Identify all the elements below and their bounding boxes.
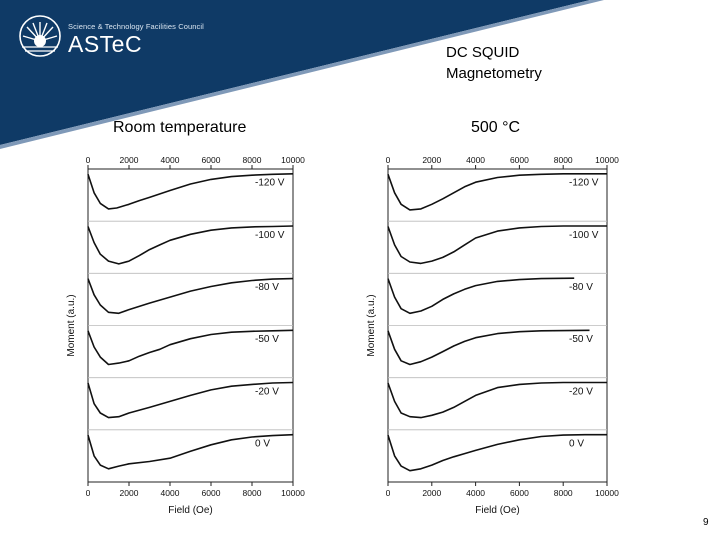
condition-label-room-temperature: Room temperature (113, 119, 247, 136)
x-tick-label-top: 8000 (243, 155, 262, 165)
x-tick-label-top: 4000 (466, 155, 485, 165)
x-tick-label-top: 6000 (202, 155, 221, 165)
x-axis-label: Field (Oe) (475, 505, 519, 516)
slide-title-line-1: DC SQUID (446, 44, 520, 61)
panel-voltage-label: -50 V (569, 334, 593, 345)
x-tick-label-bottom: 0 (386, 488, 391, 498)
panel-voltage-label: -100 V (255, 230, 285, 241)
x-tick-label-bottom: 8000 (243, 488, 262, 498)
x-tick-label-bottom: 6000 (202, 488, 221, 498)
x-tick-label-top: 2000 (422, 155, 441, 165)
series-line (87, 173, 294, 210)
x-tick-label-top: 2000 (120, 155, 139, 165)
series-line (387, 225, 607, 265)
x-tick-label-bottom: 4000 (161, 488, 180, 498)
series-line (87, 225, 294, 265)
brand-wordmark: ASTeC (68, 31, 143, 57)
condition-label-500c: 500 °C (471, 119, 521, 136)
x-tick-label-top: 0 (386, 155, 391, 165)
panel-voltage-label: -20 V (255, 386, 279, 397)
x-tick-label-top: 10000 (281, 155, 305, 165)
stfc-logo-icon (19, 15, 61, 57)
x-tick-label-bottom: 0 (86, 488, 91, 498)
series-line (387, 277, 575, 315)
y-axis-label: Moment (a.u.) (66, 294, 77, 356)
series-line (87, 433, 294, 470)
y-axis-label: Moment (a.u.) (366, 294, 377, 356)
council-name: Science & Technology Facilities Council (68, 22, 204, 31)
x-tick-label-top: 6000 (510, 155, 529, 165)
x-tick-label-top: 0 (86, 155, 91, 165)
page-number: 9 (703, 517, 709, 528)
x-axis-label: Field (Oe) (168, 505, 212, 516)
x-tick-label-bottom: 2000 (120, 488, 139, 498)
panel-voltage-label: -120 V (255, 178, 285, 189)
series-line (387, 329, 590, 366)
banner-accent-stripe (0, 0, 604, 149)
x-tick-label-bottom: 6000 (510, 488, 529, 498)
panel-voltage-label: -20 V (569, 386, 593, 397)
slide-title: DC SQUID Magnetometry (446, 42, 542, 84)
chart-500c: 0 0 2000 2000 4000 4000 6000 6000 8000 8000 10000 1… (366, 155, 619, 516)
chart-room-temperature: 0 0 2000 2000 4000 4000 6000 6000 8000 8000 10000 1… (66, 155, 305, 516)
x-tick-label-top: 4000 (161, 155, 180, 165)
series-line (387, 433, 607, 472)
panel-voltage-label: -80 V (569, 282, 593, 293)
series-line (87, 329, 294, 366)
panel-voltage-label: -80 V (255, 282, 279, 293)
x-tick-label-bottom: 10000 (595, 488, 619, 498)
panel-voltage-label: -120 V (569, 178, 599, 189)
panel-voltage-label: 0 V (255, 439, 270, 450)
slide-title-line-2: Magnetometry (446, 65, 542, 82)
series-line (387, 172, 607, 211)
panel-voltage-label: -50 V (255, 334, 279, 345)
x-tick-label-bottom: 10000 (281, 488, 305, 498)
panel-voltage-label: -100 V (569, 230, 599, 241)
x-tick-label-bottom: 4000 (466, 488, 485, 498)
x-tick-label-top: 8000 (554, 155, 573, 165)
x-tick-label-bottom: 2000 (422, 488, 441, 498)
series-line (387, 381, 607, 419)
panel-voltage-label: 0 V (569, 439, 584, 450)
series-line (87, 277, 294, 315)
x-tick-label-top: 10000 (595, 155, 619, 165)
x-tick-label-bottom: 8000 (554, 488, 573, 498)
series-line (87, 381, 294, 419)
header-banner (0, 0, 604, 149)
